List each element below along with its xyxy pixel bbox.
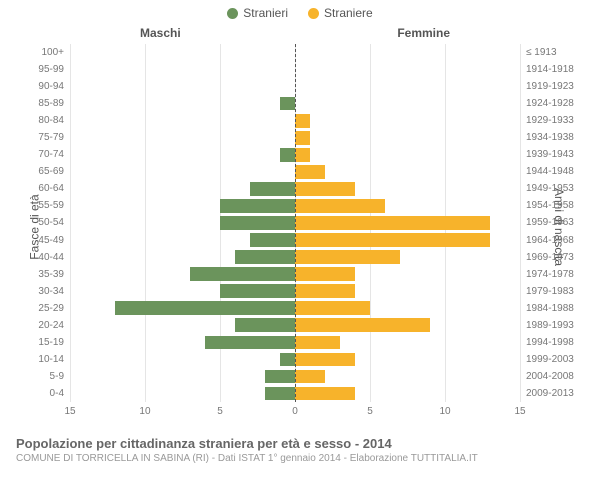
bar-female [295, 267, 355, 281]
year-label: 1979-1983 [520, 286, 574, 297]
bar-female [295, 148, 310, 162]
bar-female [295, 131, 310, 145]
x-tick-label: 5 [367, 406, 373, 417]
bar-female [295, 336, 340, 350]
bar-female [295, 318, 430, 332]
center-line [295, 44, 296, 402]
year-label: 1919-1923 [520, 81, 574, 92]
age-label: 35-39 [38, 269, 70, 280]
bar-female [295, 284, 355, 298]
x-tick-label: 10 [439, 406, 450, 417]
year-label: 1934-1938 [520, 132, 574, 143]
age-label: 20-24 [38, 320, 70, 331]
year-label: 1999-2003 [520, 354, 574, 365]
age-label: 90-94 [38, 81, 70, 92]
bar-female [295, 165, 325, 179]
year-label: ≤ 1913 [520, 47, 557, 58]
bar-male [280, 353, 295, 367]
age-label: 25-29 [38, 303, 70, 314]
bar-female [295, 233, 490, 247]
age-label: 15-19 [38, 337, 70, 348]
bar-male [280, 97, 295, 111]
bar-female [295, 199, 385, 213]
x-tick-label: 15 [64, 406, 75, 417]
year-label: 1959-1963 [520, 217, 574, 228]
footer: Popolazione per cittadinanza straniera p… [0, 432, 600, 464]
chart-title: Popolazione per cittadinanza straniera p… [16, 436, 584, 451]
bar-male [250, 233, 295, 247]
column-header-female: Femmine [397, 26, 450, 40]
bar-female [295, 387, 355, 401]
age-label: 0-4 [50, 388, 70, 399]
age-label: 55-59 [38, 200, 70, 211]
bar-male [265, 387, 295, 401]
year-label: 1914-1918 [520, 64, 574, 75]
age-label: 30-34 [38, 286, 70, 297]
bar-female [295, 250, 400, 264]
age-label: 100+ [41, 47, 70, 58]
age-label: 65-69 [38, 166, 70, 177]
plot-area: 100+≤ 191395-991914-191890-941919-192385… [70, 44, 520, 402]
year-label: 1994-1998 [520, 337, 574, 348]
bar-female [295, 370, 325, 384]
x-tick-label: 0 [292, 406, 298, 417]
bar-male [235, 250, 295, 264]
bar-female [295, 182, 355, 196]
age-label: 5-9 [50, 371, 70, 382]
bar-male [190, 267, 295, 281]
bar-female [295, 301, 370, 315]
year-label: 1944-1948 [520, 166, 574, 177]
x-axis-ticks: 15105051015 [70, 406, 520, 420]
legend-label-male: Stranieri [243, 6, 288, 20]
bar-female [295, 353, 355, 367]
x-tick-label: 5 [217, 406, 223, 417]
year-label: 1984-1988 [520, 303, 574, 314]
bar-male [205, 336, 295, 350]
bar-male [220, 199, 295, 213]
chart: Maschi Femmine Fasce di età Anni di nasc… [20, 22, 580, 432]
year-label: 1969-1973 [520, 252, 574, 263]
age-label: 85-89 [38, 98, 70, 109]
bar-male [220, 284, 295, 298]
age-label: 40-44 [38, 252, 70, 263]
legend-swatch-male [227, 8, 238, 19]
legend-item-female: Straniere [308, 6, 373, 20]
age-label: 70-74 [38, 149, 70, 160]
x-tick-label: 15 [514, 406, 525, 417]
legend-item-male: Stranieri [227, 6, 288, 20]
legend: Stranieri Straniere [0, 0, 600, 22]
age-label: 75-79 [38, 132, 70, 143]
age-label: 60-64 [38, 183, 70, 194]
year-label: 2009-2013 [520, 388, 574, 399]
bar-male [280, 148, 295, 162]
year-label: 1974-1978 [520, 269, 574, 280]
age-label: 50-54 [38, 217, 70, 228]
year-label: 1939-1943 [520, 149, 574, 160]
year-label: 1949-1953 [520, 183, 574, 194]
bar-female [295, 216, 490, 230]
x-tick-label: 10 [139, 406, 150, 417]
bar-female [295, 114, 310, 128]
legend-label-female: Straniere [324, 6, 373, 20]
year-label: 1924-1928 [520, 98, 574, 109]
bar-male [235, 318, 295, 332]
legend-swatch-female [308, 8, 319, 19]
year-label: 1989-1993 [520, 320, 574, 331]
age-label: 10-14 [38, 354, 70, 365]
year-label: 1929-1933 [520, 115, 574, 126]
bar-male [265, 370, 295, 384]
bar-male [250, 182, 295, 196]
chart-subtitle: COMUNE DI TORRICELLA IN SABINA (RI) - Da… [16, 453, 584, 464]
year-label: 2004-2008 [520, 371, 574, 382]
age-label: 95-99 [38, 64, 70, 75]
column-header-male: Maschi [140, 26, 181, 40]
bar-male [115, 301, 295, 315]
age-label: 80-84 [38, 115, 70, 126]
bar-male [220, 216, 295, 230]
year-label: 1964-1968 [520, 235, 574, 246]
age-label: 45-49 [38, 235, 70, 246]
year-label: 1954-1958 [520, 200, 574, 211]
